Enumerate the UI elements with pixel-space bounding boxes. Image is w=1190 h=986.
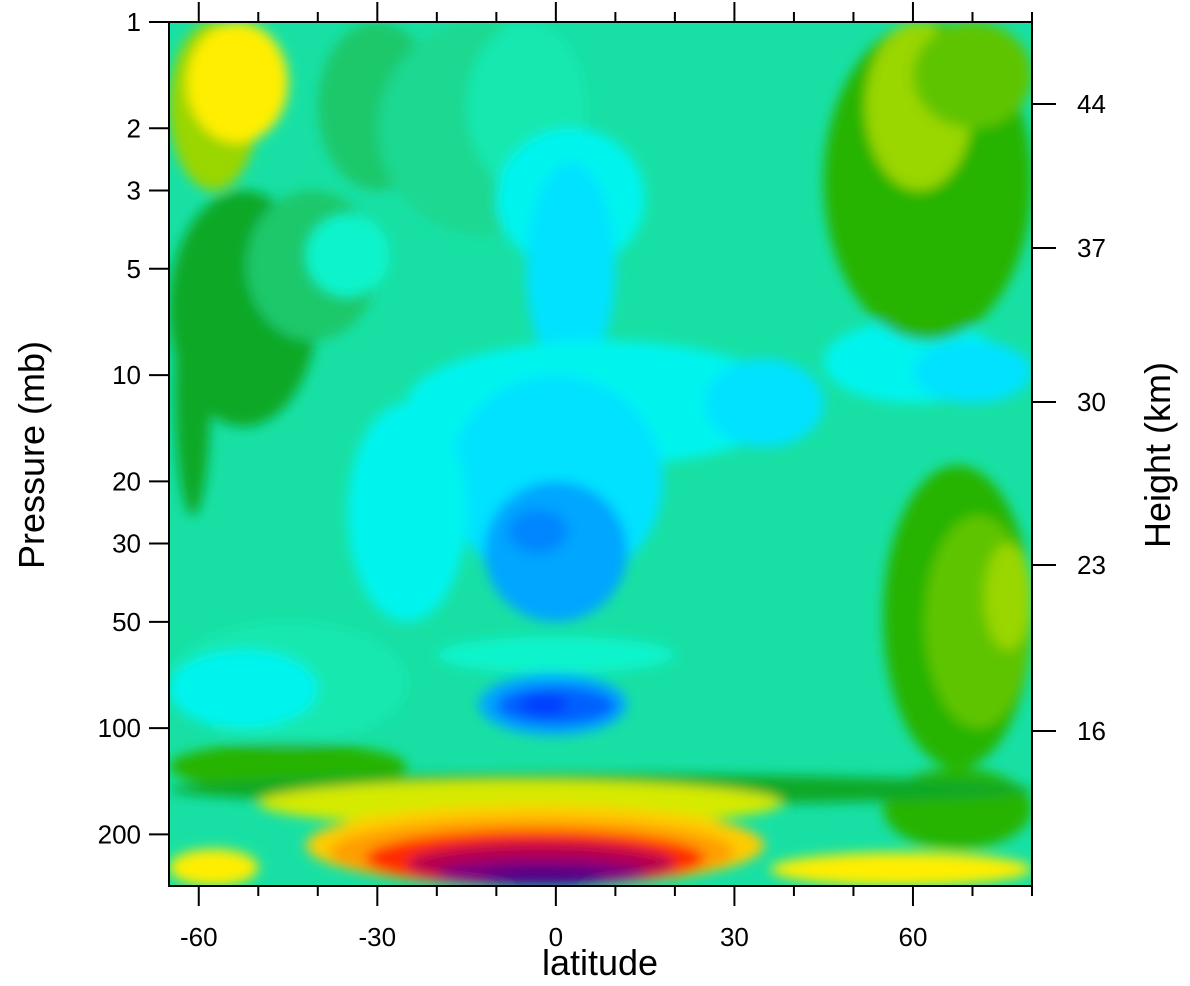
contour-band xyxy=(347,403,467,622)
y-axis-title: Pressure (mb) xyxy=(11,341,52,569)
y-tick-label: 10 xyxy=(112,360,141,390)
contour-band xyxy=(174,268,211,516)
y-tick-label: 3 xyxy=(127,175,141,205)
contour-band xyxy=(169,649,318,729)
y-axis-left: 1 2 3 5 10 20 30 50 100 200 xyxy=(98,7,169,849)
y-tick-label: 200 xyxy=(98,819,141,849)
contour-band xyxy=(484,481,628,622)
x-tick-label: -30 xyxy=(359,922,397,952)
y-tick-label: 2 xyxy=(127,113,141,143)
right-tick-label: 37 xyxy=(1077,233,1106,263)
contour-band xyxy=(984,543,1032,650)
y-tick-label: 50 xyxy=(112,607,141,637)
contour-band xyxy=(169,849,259,886)
contour-field xyxy=(169,22,1032,886)
contour-band xyxy=(770,852,1032,886)
y-tick-label: 20 xyxy=(112,466,141,496)
contour-band xyxy=(305,214,390,297)
y-axis-right: 44 37 30 23 16 xyxy=(1032,89,1106,746)
x-tick-label: 30 xyxy=(720,922,749,952)
right-tick-label: 44 xyxy=(1077,89,1106,119)
y-tick-label: 30 xyxy=(112,529,141,559)
contour-band xyxy=(228,49,271,113)
x-axis: -60 -30 0 30 60 xyxy=(180,2,1033,952)
contour-band xyxy=(436,636,675,674)
contour-band xyxy=(508,509,568,554)
x-tick-label: 60 xyxy=(899,922,928,952)
right-tick-label: 16 xyxy=(1077,716,1106,746)
contour-band xyxy=(526,162,616,376)
contour-band xyxy=(912,340,1032,404)
x-axis-title: latitude xyxy=(542,942,658,983)
y-tick-label: 5 xyxy=(127,254,141,284)
contour-band xyxy=(704,358,824,448)
right-tick-label: 30 xyxy=(1077,387,1106,417)
plot-frame xyxy=(168,21,1033,887)
y-axis-right-title: Height (km) xyxy=(1137,362,1178,548)
right-tick-label: 23 xyxy=(1077,550,1106,580)
x-tick-label: 0 xyxy=(549,922,563,952)
x-tick-label: -60 xyxy=(180,922,218,952)
contour-band xyxy=(912,22,1032,129)
contour-band xyxy=(484,868,604,886)
plot-area xyxy=(169,22,1032,886)
contour-band xyxy=(520,693,568,716)
y-tick-label: 1 xyxy=(127,7,141,37)
y-tick-label: 100 xyxy=(98,713,141,743)
